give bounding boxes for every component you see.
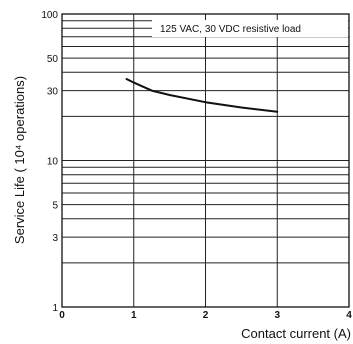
y-tick-label: 1 xyxy=(52,303,58,314)
y-tick-label: 3 xyxy=(52,233,58,244)
plot-frame xyxy=(61,13,350,308)
y-tick-label: 30 xyxy=(47,87,59,98)
y-tick-label: 5 xyxy=(52,201,58,212)
annotation-label: 125 VAC, 30 VDC resistive load xyxy=(160,24,301,35)
x-axis-label: Contact current (A) xyxy=(241,326,351,341)
x-tick-label: 2 xyxy=(203,310,209,321)
x-tick-label: 1 xyxy=(131,310,137,321)
y-tick-label: 10 xyxy=(47,157,59,168)
y-axis-label: Service Life ( 10⁴ operations) xyxy=(12,76,27,244)
annotation-background xyxy=(152,20,348,37)
series-line xyxy=(125,78,279,113)
series-group xyxy=(125,78,279,113)
y-tick-label: 100 xyxy=(41,10,58,21)
x-tick-label: 3 xyxy=(274,310,280,321)
annotation-group: 125 VAC, 30 VDC resistive load xyxy=(152,20,348,37)
x-tick-labels: 0 1 2 3 4 xyxy=(59,310,352,321)
x-tick-label: 4 xyxy=(346,310,352,321)
x-tick-label: 0 xyxy=(59,310,65,321)
y-tick-labels: 1 3 5 10 30 50 100 xyxy=(41,10,58,314)
y-tick-label: 50 xyxy=(47,54,59,65)
grid xyxy=(62,14,349,307)
